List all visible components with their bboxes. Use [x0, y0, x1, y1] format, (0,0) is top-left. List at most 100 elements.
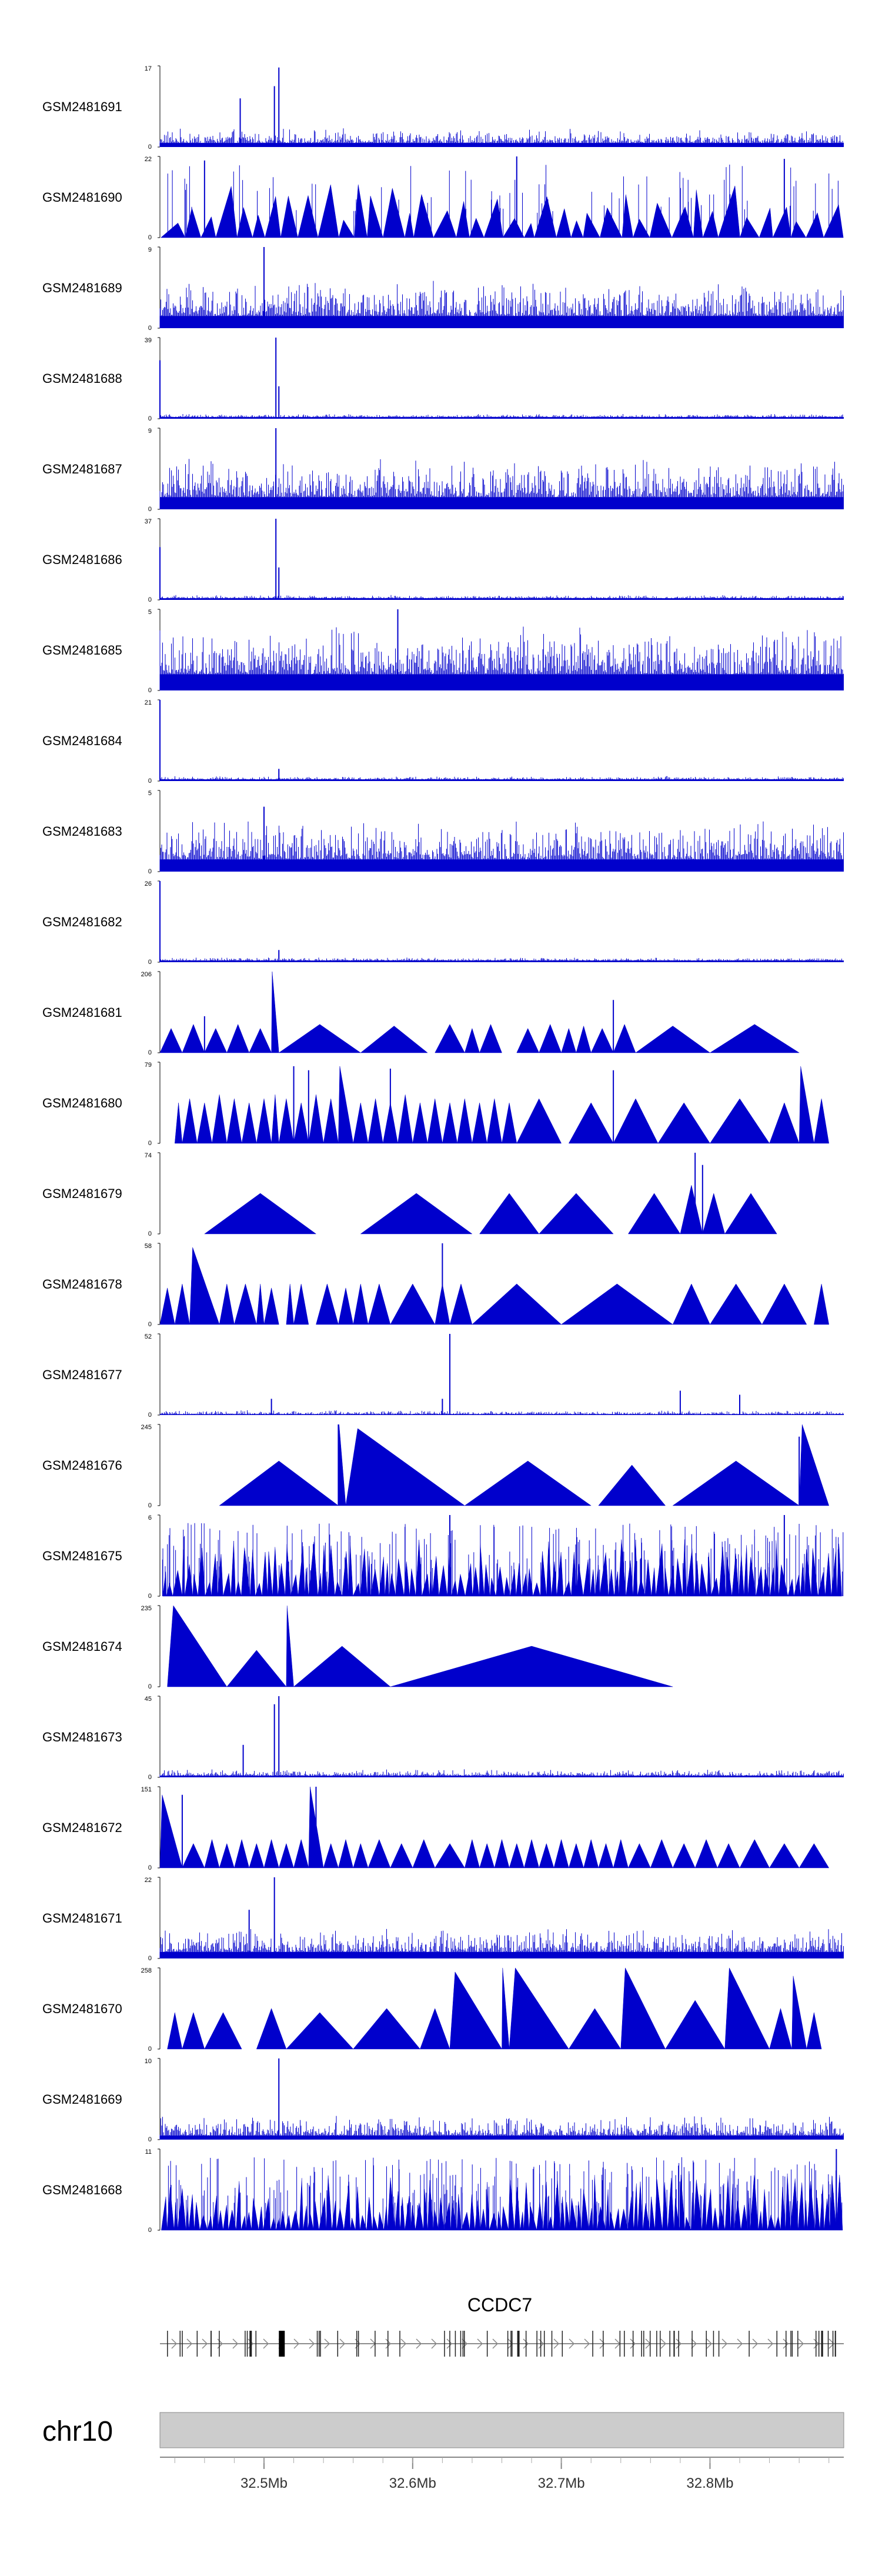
exon	[179, 2331, 181, 2357]
strand-arrow	[767, 2338, 774, 2349]
signal-segment	[717, 1843, 740, 1868]
signal-segment	[204, 1028, 228, 1053]
signal-segment	[279, 1099, 294, 1144]
signal-segment	[665, 2000, 726, 2050]
signal-segment	[219, 1460, 339, 1506]
signal-segment	[449, 1283, 473, 1325]
track-label: GSM2481677	[42, 1367, 122, 1382]
exon	[791, 2331, 793, 2357]
exon	[375, 2331, 376, 2357]
signal-segment	[338, 1424, 346, 1506]
signal-bars	[159, 1410, 844, 1415]
strand-arrow	[569, 2338, 575, 2349]
track-label: GSM2481676	[42, 1458, 122, 1473]
signal-segment	[360, 1193, 473, 1234]
y-max-label: 245	[141, 1424, 152, 1431]
strand-arrow	[446, 2338, 453, 2349]
signal-segment	[338, 1838, 354, 1868]
exon	[387, 2331, 389, 2357]
signal-segment	[791, 1976, 807, 2050]
track-label: GSM2481673	[42, 1730, 122, 1744]
track-GSM2481683: GSM2481683 5 0	[42, 790, 844, 875]
exon	[834, 2331, 836, 2357]
exon	[540, 2331, 542, 2357]
exon	[643, 2331, 644, 2357]
signal-segment	[739, 1839, 770, 1868]
y-min-label: 0	[148, 596, 152, 603]
signal-segment	[353, 1283, 369, 1325]
y-min-label: 0	[148, 778, 152, 785]
strand-arrow	[599, 2338, 606, 2349]
track-label: GSM2481686	[42, 552, 122, 567]
signal-segment	[561, 1027, 577, 1053]
signal-segment	[412, 1839, 436, 1868]
genome-axis: 32.5Mb 32.6Mb 32.7Mb 32.8Mb	[160, 2457, 844, 2491]
exon	[669, 2331, 670, 2357]
exon	[517, 2331, 520, 2357]
signal-segment	[293, 1283, 309, 1325]
signal-segment	[620, 1967, 666, 2050]
strand-arrow	[630, 2338, 636, 2349]
y-max-label: 151	[141, 1786, 152, 1793]
signal-segment	[635, 1026, 711, 1053]
signal-segment	[464, 1460, 592, 1506]
signal-segment	[219, 1283, 235, 1325]
strand-arrow	[691, 2338, 697, 2349]
exon	[816, 2331, 817, 2357]
signal-segment	[568, 1843, 584, 1868]
signal-segment	[368, 1839, 391, 1868]
signal-segment	[628, 1843, 651, 1868]
strand-arrow	[339, 2338, 346, 2349]
signal-segment	[159, 1027, 183, 1053]
strand-arrow	[385, 2338, 392, 2349]
signal-segment	[286, 2012, 354, 2050]
signal-segment	[338, 1066, 353, 1144]
strand-arrow	[171, 2338, 178, 2349]
y-min-label: 0	[148, 1412, 152, 1419]
signal-segment	[293, 1838, 309, 1868]
y-max-label: 22	[145, 1877, 152, 1884]
track-label: GSM2481691	[42, 99, 122, 114]
signal-segment	[799, 1424, 830, 1506]
y-min-label: 0	[148, 1049, 152, 1056]
signal-segment	[263, 1287, 279, 1325]
track-GSM2481684: GSM2481684 21 0	[42, 699, 844, 785]
y-max-label: 258	[141, 1967, 152, 1974]
signal-segment	[212, 1095, 228, 1144]
signal-segment	[509, 1843, 524, 1868]
signal-segment	[234, 1838, 250, 1868]
signal-bars	[159, 626, 844, 690]
signal-segment	[464, 1027, 480, 1053]
y-max-label: 39	[145, 337, 152, 344]
exon	[818, 2331, 820, 2357]
strand-arrow	[752, 2338, 759, 2349]
signal-segment	[814, 1283, 829, 1325]
y-min-label: 0	[148, 234, 152, 241]
axis-tick-label: 32.8Mb	[686, 2475, 733, 2491]
signal-bars	[159, 281, 844, 328]
signal-segment	[360, 1026, 428, 1053]
signal-segment	[226, 1024, 250, 1053]
signal-bars	[159, 459, 844, 509]
y-max-label: 58	[145, 1243, 152, 1250]
track-label: GSM2481681	[42, 1005, 122, 1020]
signal-segment	[204, 2012, 242, 2050]
gene-label: CCDC7	[467, 2294, 532, 2315]
chromosome-label: chr10	[42, 2416, 113, 2447]
signal-segment	[412, 1102, 428, 1144]
y-min-label: 0	[148, 959, 152, 966]
signal-segment	[553, 1838, 569, 1868]
track-GSM2481687: GSM2481687 9 0	[42, 428, 844, 513]
track-label: GSM2481669	[42, 2092, 122, 2107]
strand-arrow	[538, 2338, 544, 2349]
signal-segment	[226, 1099, 242, 1144]
signal-segment	[338, 1287, 354, 1325]
exon	[562, 2331, 563, 2357]
exon	[786, 2331, 787, 2357]
signal-segment	[316, 1283, 339, 1325]
y-min-label: 0	[148, 1502, 152, 1509]
exon	[674, 2331, 675, 2357]
track-GSM2481690: GSM2481690 22 0	[42, 156, 844, 241]
signal-segment	[263, 1838, 279, 1868]
strand-arrow	[553, 2338, 560, 2349]
